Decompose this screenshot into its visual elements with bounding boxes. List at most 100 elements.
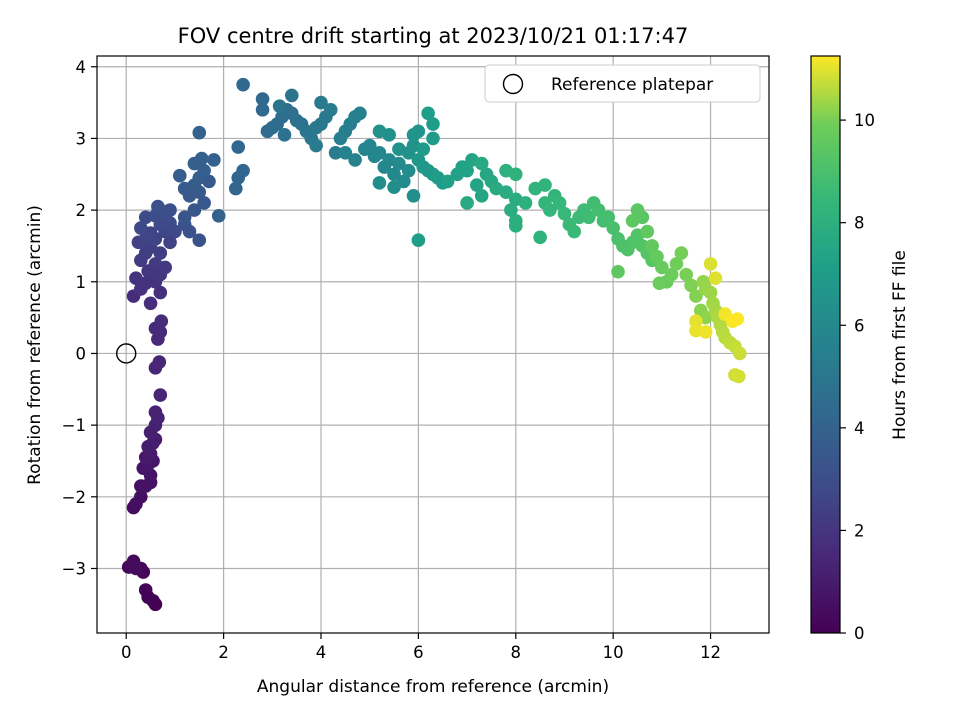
scatter-point: [129, 271, 143, 285]
scatter-point: [211, 209, 226, 223]
colorbar-tick-label: 10: [854, 111, 875, 130]
scatter-point: [192, 233, 207, 248]
scatter-point: [187, 203, 202, 217]
colorbar-tick-label: 2: [854, 521, 865, 540]
scatter-point: [460, 163, 474, 178]
scatter-point: [630, 203, 645, 217]
scatter-point: [401, 163, 416, 178]
y-tick-label: 2: [76, 201, 87, 220]
y-tick-label: 0: [76, 344, 87, 363]
legend-entry-reference-platepar: Reference platepar: [551, 75, 713, 95]
scatter-point: [138, 583, 153, 597]
scatter-point: [353, 106, 367, 121]
y-tick-label: 4: [76, 58, 87, 77]
scatter-point: [552, 196, 567, 210]
scatter-point: [154, 314, 169, 329]
scatter-point: [152, 355, 167, 369]
scatter-point: [679, 267, 694, 282]
scatter-point: [698, 325, 713, 339]
scatter-point: [684, 278, 698, 293]
colorbar-tick-label: 4: [854, 419, 865, 438]
scatter-point: [625, 214, 640, 228]
scatter-point: [421, 106, 435, 121]
x-tick-label: 12: [700, 643, 721, 662]
scatter-point: [277, 128, 292, 142]
scatter-point: [674, 246, 689, 260]
scatter-point: [236, 163, 250, 178]
scatter-point: [689, 289, 703, 303]
scatter-point: [440, 174, 455, 189]
scatter-point: [411, 233, 426, 248]
scatter-point: [372, 145, 387, 160]
scatter-point: [689, 314, 703, 329]
legend-box: [484, 64, 761, 103]
chart-title: FOV centre drift starting at 2023/10/21 …: [178, 24, 689, 48]
scatter-point: [470, 178, 484, 192]
x-tick-label: 8: [511, 643, 522, 662]
legend: Reference platepar: [484, 64, 761, 103]
scatter-point: [129, 561, 143, 576]
scatter-point: [732, 346, 747, 361]
scatter-point: [207, 153, 221, 167]
reference-platepar-marker: [116, 343, 137, 364]
scatter-point: [518, 196, 533, 210]
scatter-point: [255, 92, 270, 106]
y-tick-label: 3: [76, 129, 87, 148]
scatter-point: [153, 388, 168, 402]
scatter-point: [382, 128, 396, 142]
scatter-point: [194, 151, 209, 166]
scatter-point: [192, 125, 207, 140]
legend-marker: [502, 73, 524, 95]
scatter-point: [543, 203, 557, 217]
scatter-point: [338, 145, 353, 160]
colorbar-tick-label: 6: [854, 316, 865, 335]
plot-background: [97, 56, 769, 633]
scatter-point: [730, 312, 745, 326]
scatter-point: [177, 210, 192, 225]
scatter-point: [533, 230, 547, 245]
scatter-point: [387, 167, 401, 182]
scatter-point: [284, 88, 299, 103]
scatter-point: [148, 405, 163, 420]
scatter-point: [640, 224, 655, 239]
x-axis-label: Angular distance from reference (arcmin): [257, 677, 609, 697]
scatter-point: [362, 138, 377, 153]
scatter-point: [134, 221, 148, 235]
scatter-points: [121, 77, 747, 612]
x-tick-label: 4: [316, 643, 327, 662]
y-tick-label: 1: [76, 273, 87, 292]
scatter-point: [387, 180, 401, 194]
scatter-point: [557, 206, 572, 221]
scatter-point: [708, 271, 723, 285]
scatter-point: [650, 249, 664, 264]
scatter-point: [567, 224, 582, 239]
scatter-point: [153, 285, 168, 300]
scatter-point: [197, 163, 211, 178]
scatter-point: [134, 490, 148, 504]
colorbar: 0 2 4 6 8 10 Hours from first FF file: [810, 55, 910, 643]
scatter-point: [582, 210, 596, 225]
scatter-point: [143, 296, 158, 311]
scatter-point: [323, 102, 338, 117]
scatter-point: [406, 188, 421, 203]
scatter-point: [669, 257, 684, 271]
colorbar-gradient: [810, 55, 841, 634]
scatter-point: [703, 285, 718, 300]
scatter-point: [255, 102, 270, 117]
scatter-point: [508, 219, 523, 233]
scatter-point: [508, 167, 523, 182]
scatter-point: [426, 117, 440, 131]
scatter-point: [606, 221, 620, 235]
y-tick-label: −1: [62, 416, 86, 435]
colorbar-ticks: 0 2 4 6 8 10: [840, 111, 875, 643]
scatter-point: [197, 196, 211, 210]
scatter-point: [426, 131, 440, 146]
scatter-point: [328, 145, 343, 160]
scatter-point: [474, 188, 489, 203]
scatter-point: [652, 276, 667, 291]
y-tick-label: −3: [62, 559, 86, 578]
scatter-point: [499, 185, 513, 199]
scatter-point: [314, 95, 328, 110]
